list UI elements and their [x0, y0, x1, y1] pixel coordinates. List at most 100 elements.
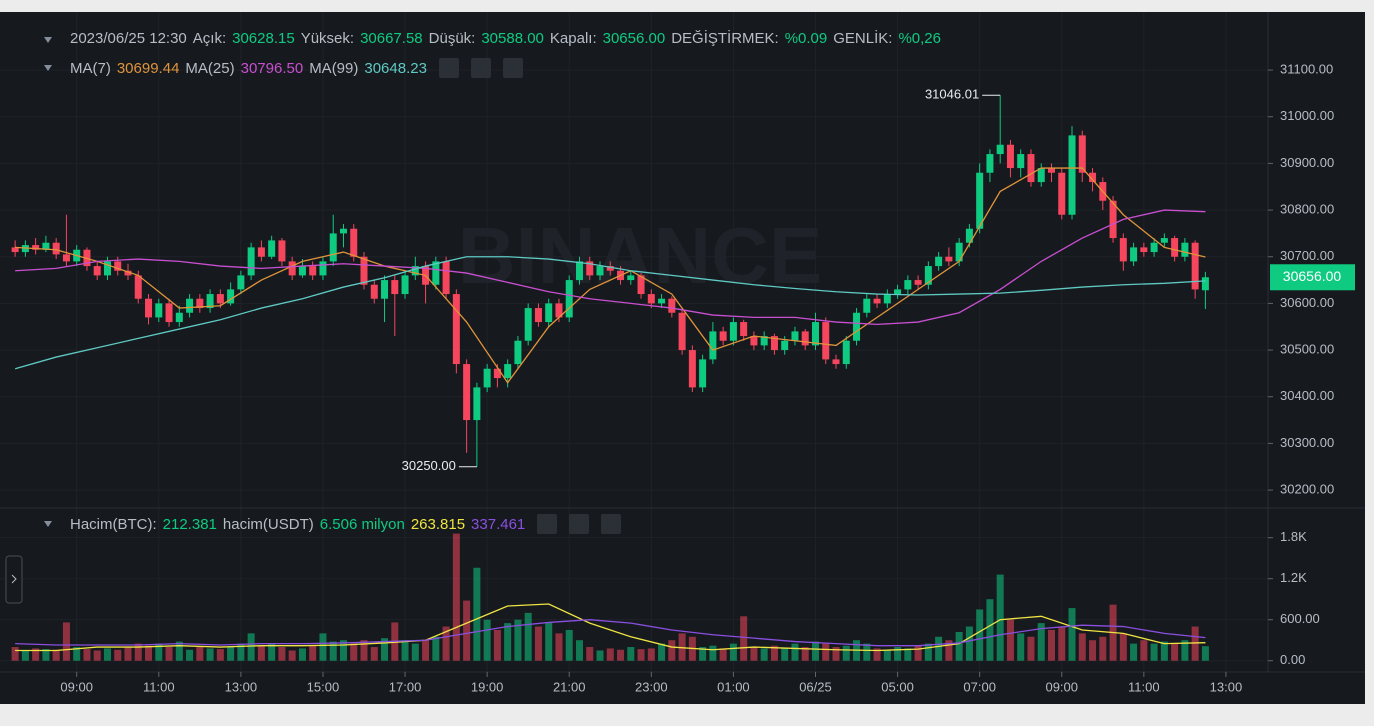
legend-label: Düşük: — [428, 30, 476, 47]
volume-bar — [575, 640, 583, 661]
volume-bar — [1140, 640, 1148, 661]
volume-bar — [811, 641, 819, 661]
volume-bar — [1058, 626, 1066, 661]
candle-body — [514, 340, 522, 365]
volume-bar — [647, 648, 655, 661]
legend-value: 6.506 milyon — [319, 515, 405, 533]
candle-body — [904, 280, 912, 290]
candle-body — [442, 261, 450, 295]
volume-bar — [1171, 642, 1179, 661]
candle-body — [658, 298, 666, 304]
volume-bar — [842, 645, 850, 661]
volume-bar — [924, 643, 932, 661]
sidebar-toggle[interactable] — [5, 555, 23, 604]
volume-bar — [668, 640, 676, 661]
volume-bar — [750, 647, 758, 661]
candle-body — [637, 275, 645, 295]
y-tick-label: 30700.00 — [1280, 248, 1334, 263]
candle-body — [1068, 135, 1076, 215]
visibility-button[interactable] — [537, 514, 558, 534]
volume-bar — [360, 640, 368, 661]
y-tick-label: 31100.00 — [1280, 62, 1333, 77]
volume-bar — [1047, 629, 1055, 661]
candle-body — [668, 298, 676, 313]
volume-bar — [586, 647, 594, 661]
volume-bar — [791, 643, 799, 661]
candle-body — [770, 336, 778, 351]
collapse-icon[interactable] — [44, 37, 52, 43]
settings-button[interactable] — [470, 58, 491, 78]
legend-label: DEĞİŞTİRMEK: — [671, 30, 779, 47]
volume-ma-line — [15, 603, 1206, 652]
volume-bar — [298, 648, 306, 661]
volume-bar — [627, 647, 635, 661]
volume-bar — [370, 647, 378, 661]
volume-bar — [1191, 626, 1199, 661]
y-tick-label: 1.2K — [1280, 570, 1307, 585]
close-button[interactable] — [502, 58, 523, 78]
legend-time: 2023/06/25 12:30 — [70, 30, 187, 47]
candle-body — [986, 154, 994, 173]
collapse-icon[interactable] — [44, 65, 52, 71]
candle-body — [627, 275, 635, 281]
candle-body — [124, 270, 132, 276]
y-tick-label: 30300.00 — [1280, 435, 1334, 450]
settings-button[interactable] — [569, 514, 590, 534]
volume-bar — [555, 633, 563, 661]
candle-body — [298, 266, 306, 276]
volume-bar — [945, 640, 953, 661]
volume-bar — [1037, 623, 1045, 661]
candle-body — [924, 266, 932, 285]
volume-bar — [935, 636, 943, 661]
volume-bar — [93, 650, 101, 661]
candle-body — [206, 294, 214, 309]
ma-name: MA(99) — [309, 59, 359, 77]
y-tick-label: 30800.00 — [1280, 202, 1334, 217]
volume-bar — [637, 649, 645, 661]
volume-bar — [247, 633, 255, 661]
candle-body — [1150, 242, 1158, 253]
y-tick-label: 30400.00 — [1280, 388, 1334, 403]
volume-bar — [1160, 641, 1168, 661]
candle-body — [103, 261, 111, 276]
legend-value: 30628.15 — [232, 30, 295, 47]
volume-bar — [658, 643, 666, 661]
candle-body — [740, 322, 748, 337]
volume-bar — [894, 647, 902, 661]
volume-bar — [955, 632, 963, 661]
candle-body — [863, 298, 871, 313]
candle-body — [452, 294, 460, 365]
candle-body — [965, 228, 973, 243]
candle-body — [996, 144, 1004, 155]
candle-body — [309, 266, 317, 276]
x-tick-label: 11:00 — [143, 679, 175, 694]
candle-body — [801, 331, 809, 346]
volume-bar — [760, 648, 768, 661]
y-tick-label: 30900.00 — [1280, 155, 1334, 170]
volume-bar — [1119, 633, 1127, 661]
candle-body — [945, 256, 953, 262]
ma-value: 30699.44 — [116, 59, 180, 77]
candle-body — [288, 261, 296, 276]
candle-body — [596, 266, 604, 276]
candle-body — [186, 298, 194, 313]
legend-value: %0,26 — [898, 30, 941, 47]
volume-bar — [1089, 640, 1097, 661]
x-tick-label: 07:00 — [963, 679, 996, 694]
volume-bar — [1181, 640, 1189, 661]
collapse-icon[interactable] — [44, 521, 52, 527]
ma-name: MA(7) — [70, 59, 111, 77]
volume-bar — [534, 626, 542, 661]
candle-body — [1017, 154, 1025, 169]
candle-body — [832, 359, 840, 365]
visibility-button[interactable] — [438, 58, 459, 78]
candle-body — [873, 298, 881, 304]
candle-body — [165, 303, 173, 323]
volume-bar — [976, 609, 984, 661]
candle-body — [545, 303, 553, 323]
x-tick-label: 09:00 — [1045, 679, 1078, 694]
candle-body — [350, 228, 358, 257]
close-button[interactable] — [601, 514, 622, 534]
candle-body — [935, 256, 943, 267]
